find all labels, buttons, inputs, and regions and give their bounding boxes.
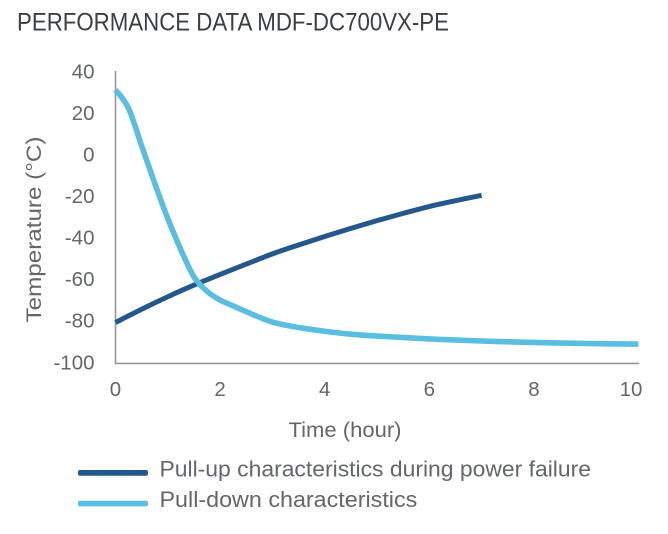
x-tick-label: 2: [214, 378, 225, 401]
legend: Pull-up characteristics during power fai…: [78, 457, 592, 512]
y-tick-label: -100: [53, 351, 94, 374]
x-tick-labels: 0 2 4 6 8 10: [110, 378, 643, 401]
legend-label-pull-up: Pull-up characteristics during power fai…: [160, 457, 592, 482]
y-tick-label: -60: [65, 268, 95, 291]
y-tick-label: -20: [65, 185, 95, 208]
x-tick-label: 8: [528, 378, 539, 401]
axes: [114, 71, 640, 365]
y-tick-label: -80: [65, 310, 95, 333]
x-tick-label: 6: [424, 378, 435, 401]
pull-down-swatch: [78, 500, 148, 507]
y-tick-labels: 40 20 0 -20 -40 -60 -80 -100: [53, 60, 94, 374]
chart-title: PERFORMANCE DATA MDF-DC700VX-PE: [17, 9, 449, 37]
legend-label-pull-down: Pull-down characteristics: [160, 487, 418, 512]
pull-up-line: [114, 192, 483, 325]
x-tick-label: 4: [319, 378, 330, 401]
x-tick-label: 10: [620, 378, 643, 401]
pull-down-line: [113, 88, 639, 347]
y-tick-label: 40: [72, 60, 95, 83]
x-tick-label: 0: [110, 378, 121, 401]
x-axis-title: Time (hour): [289, 418, 402, 442]
y-tick-label: -40: [65, 227, 95, 250]
pull-up-swatch: [78, 470, 148, 476]
y-axis-title: Temperature (°C): [22, 137, 46, 323]
y-tick-label: 0: [83, 143, 94, 166]
y-tick-label: 20: [72, 102, 95, 125]
